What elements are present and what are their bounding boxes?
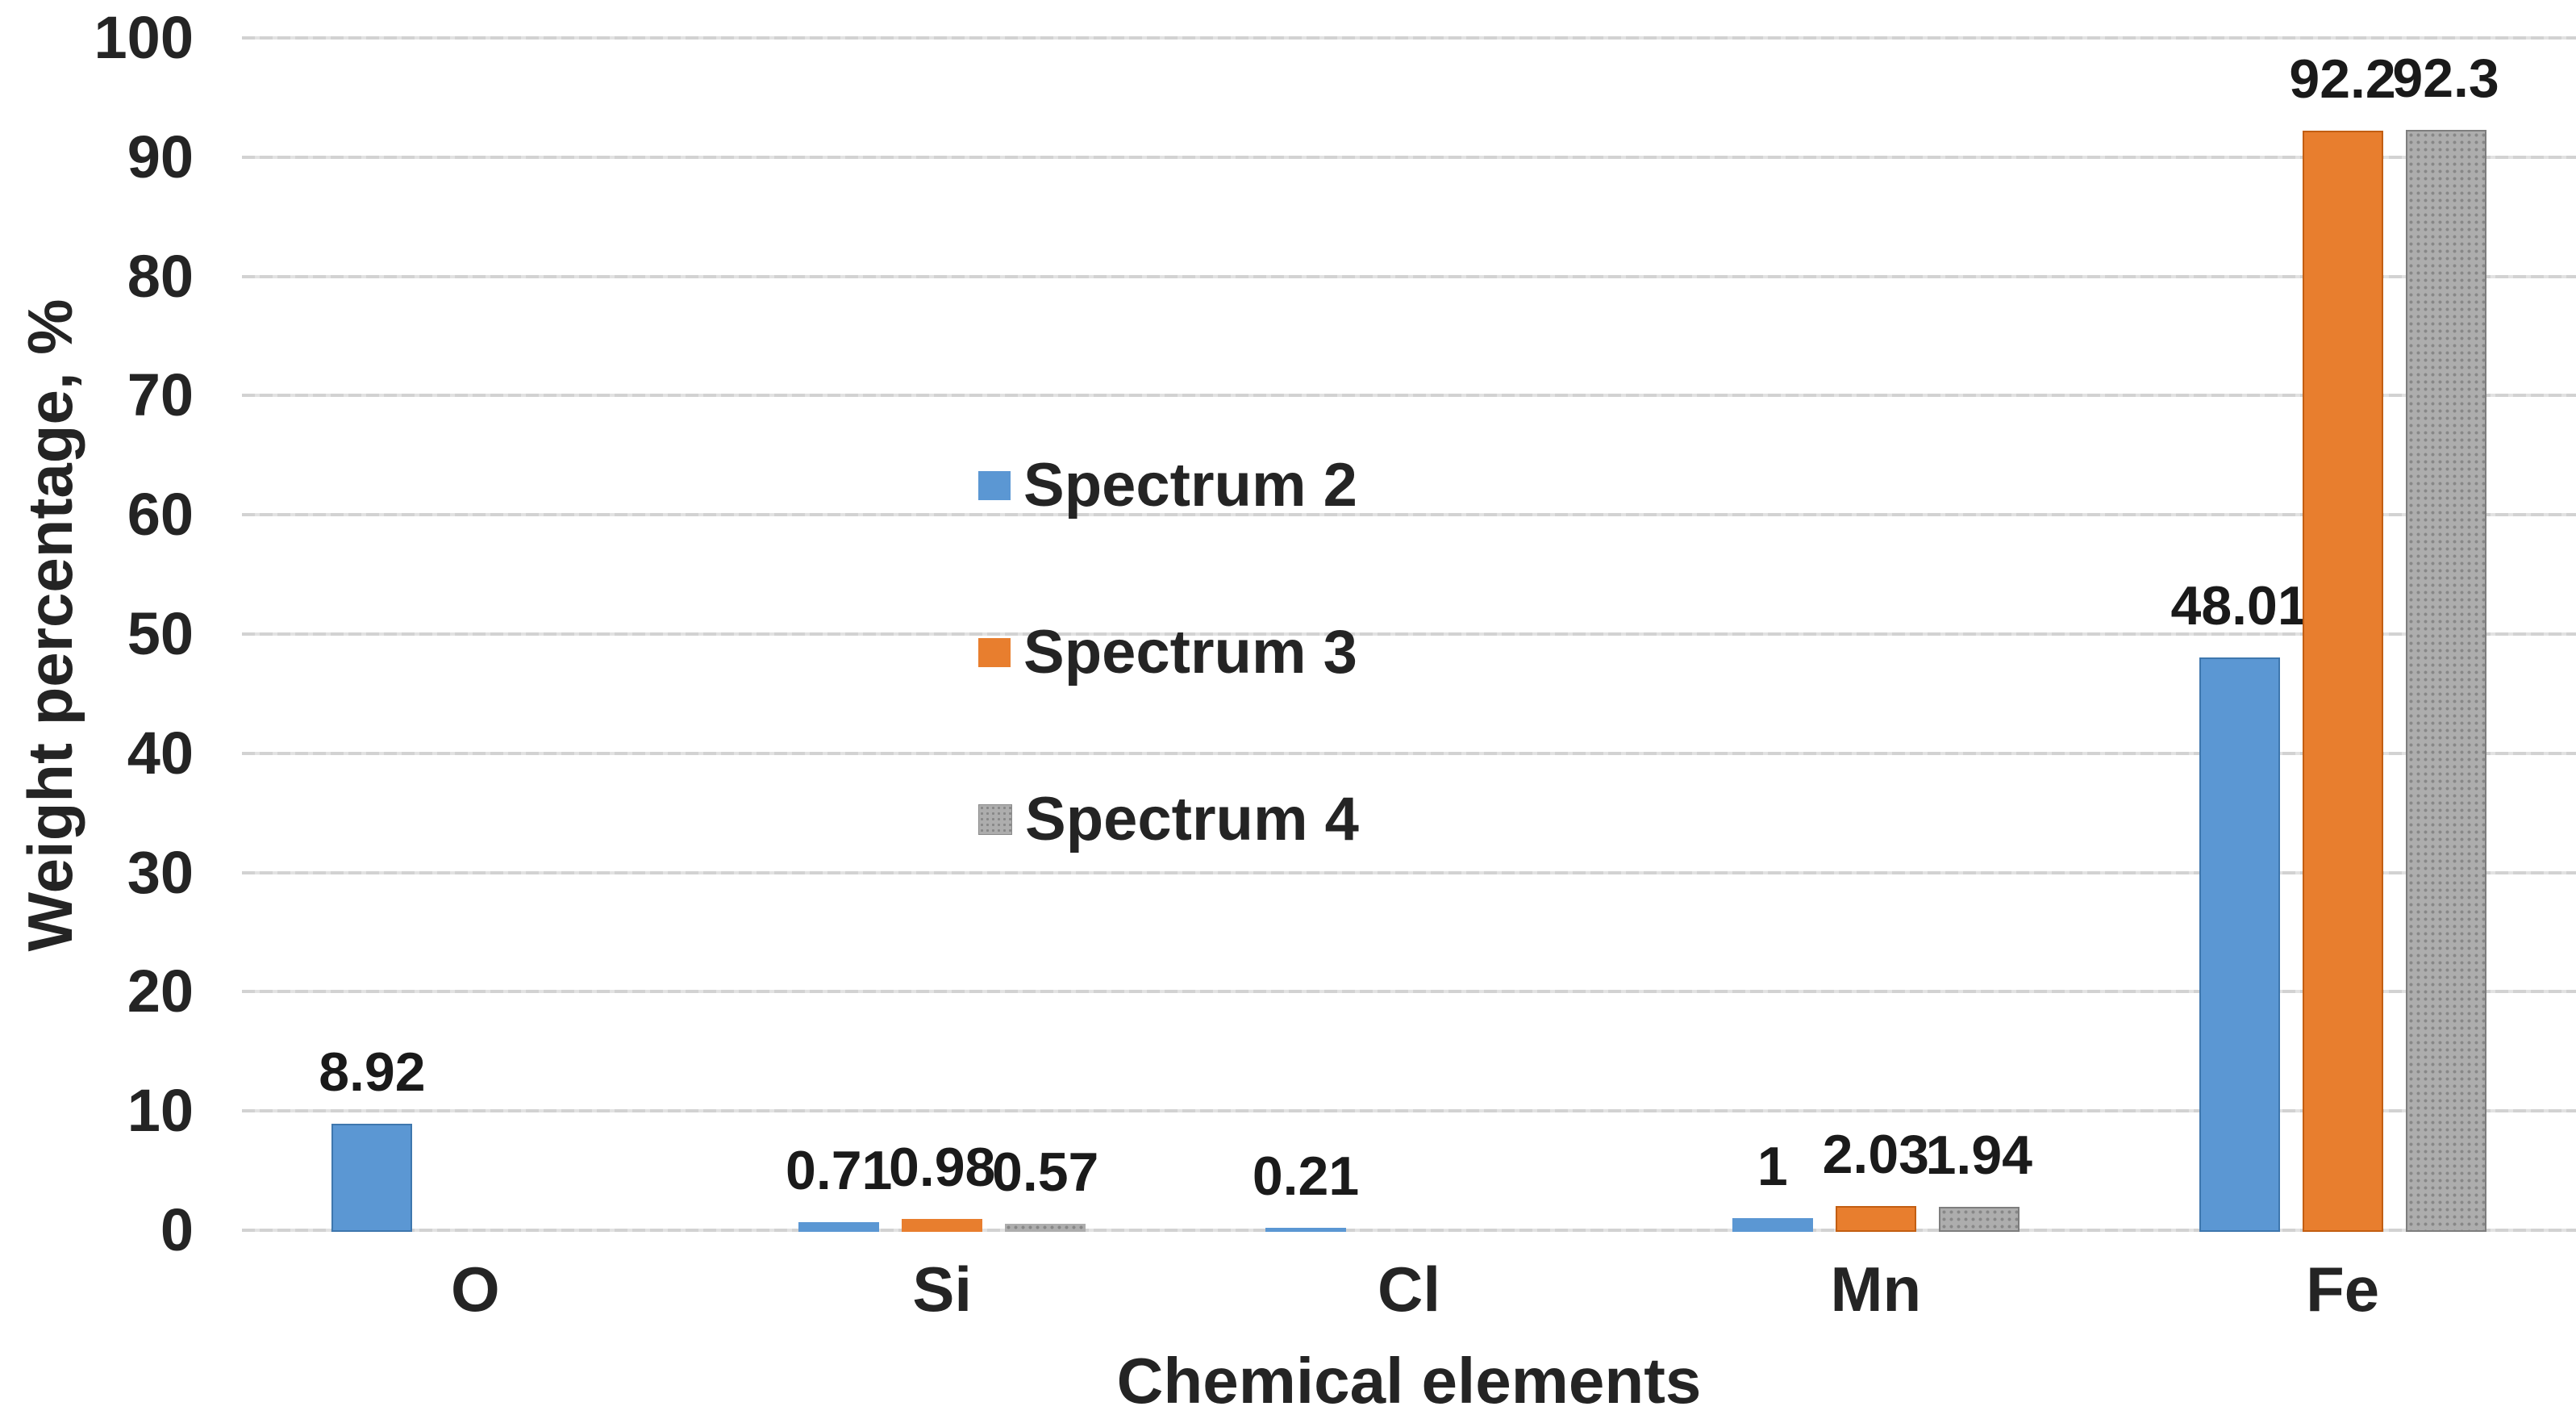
category-label-o: O: [451, 1254, 500, 1325]
gridline-90: [242, 155, 2576, 159]
value-label-spectrum-2-cl: 0.21: [1252, 1145, 1360, 1207]
legend-item-spectrum-3: Spectrum 3: [978, 619, 1357, 687]
bar-spectrum-2-o: [331, 1124, 413, 1232]
y-tick-label-80: 80: [127, 242, 194, 310]
gridline-20: [242, 990, 2576, 994]
y-tick-label-10: 10: [127, 1077, 194, 1145]
legend-label-spectrum-3: Spectrum 3: [1023, 618, 1357, 687]
legend-item-spectrum-4: Spectrum 4: [978, 786, 1359, 853]
y-tick-label-100: 100: [94, 4, 194, 71]
bar-spectrum-3-si: [902, 1218, 983, 1232]
value-label-spectrum-4-si: 0.57: [992, 1141, 1099, 1203]
bar-spectrum-2-cl: [1265, 1227, 1346, 1232]
bar-spectrum-2-fe: [2199, 657, 2280, 1232]
gridline-30: [242, 870, 2576, 874]
value-label-spectrum-4-mn: 1.94: [1925, 1125, 2032, 1187]
bar-spectrum-4-fe: [2405, 129, 2486, 1232]
y-tick-label-60: 60: [127, 481, 194, 549]
value-label-spectrum-3-fe: 92.2: [2289, 48, 2396, 111]
gridline-100: [242, 36, 2576, 40]
bar-spectrum-2-si: [798, 1221, 880, 1232]
y-tick-label-70: 70: [127, 361, 194, 429]
y-tick-label-0: 0: [160, 1196, 194, 1263]
bar-spectrum-4-mn: [1938, 1207, 2020, 1232]
bar-spectrum-2-mn: [1732, 1218, 1813, 1232]
x-axis-title: Chemical elements: [1116, 1345, 1702, 1417]
gridline-10: [242, 1109, 2576, 1113]
gridline-40: [242, 751, 2576, 755]
category-label-fe: Fe: [2306, 1254, 2380, 1325]
bar-spectrum-3-mn: [1835, 1205, 1916, 1232]
legend-label-spectrum-4: Spectrum 4: [1025, 785, 1359, 853]
legend-swatch-spectrum-3: [978, 638, 1011, 667]
y-tick-label-30: 30: [127, 838, 194, 906]
legend-swatch-spectrum-2: [978, 471, 1011, 500]
value-label-spectrum-4-fe: 92.3: [2392, 47, 2499, 109]
gridline-0: [242, 1229, 2576, 1232]
value-label-spectrum-3-si: 0.98: [889, 1136, 996, 1198]
legend-item-spectrum-2: Spectrum 2: [978, 452, 1357, 520]
y-tick-label-90: 90: [127, 123, 194, 190]
y-tick-label-40: 40: [127, 719, 194, 787]
gridline-70: [242, 394, 2576, 398]
legend-swatch-spectrum-4: [978, 804, 1012, 835]
y-tick-label-50: 50: [127, 600, 194, 667]
category-label-cl: Cl: [1378, 1254, 1440, 1325]
legend-label-spectrum-2: Spectrum 2: [1023, 451, 1357, 520]
gridline-60: [242, 513, 2576, 517]
category-label-mn: Mn: [1830, 1254, 1922, 1325]
category-label-si: Si: [912, 1254, 973, 1325]
value-label-spectrum-2-si: 0.71: [786, 1139, 893, 1201]
y-tick-label-20: 20: [127, 958, 194, 1025]
bar-spectrum-4-si: [1005, 1223, 1086, 1232]
gridline-50: [242, 632, 2576, 636]
value-label-spectrum-2-fe: 48.01: [2170, 575, 2308, 637]
gridline-80: [242, 274, 2576, 278]
value-label-spectrum-2-o: 8.92: [319, 1041, 426, 1104]
bar-spectrum-3-fe: [2302, 131, 2383, 1232]
value-label-spectrum-2-mn: 1: [1757, 1136, 1788, 1198]
value-label-spectrum-3-mn: 2.03: [1822, 1123, 1929, 1185]
